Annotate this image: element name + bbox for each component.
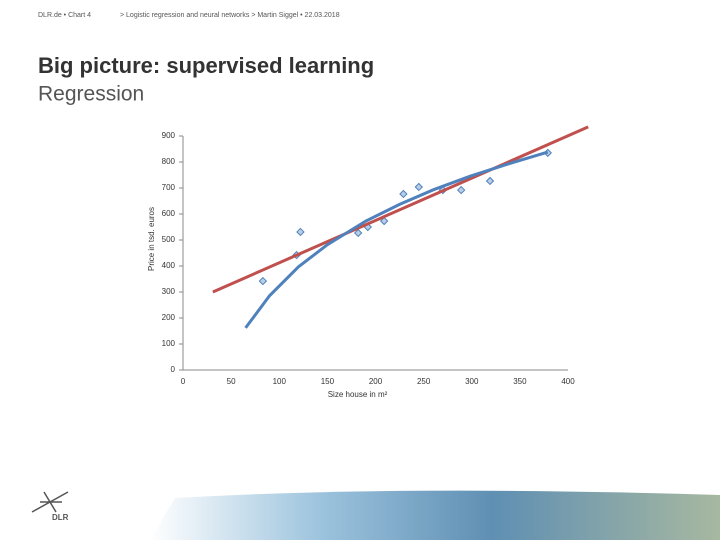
y-tick-label: 800	[162, 157, 176, 166]
x-tick-label: 300	[465, 377, 479, 386]
path: > Logistic regression and neural network…	[120, 12, 340, 19]
data-point	[456, 185, 466, 195]
data-point	[258, 276, 268, 286]
logo-mark	[31, 491, 69, 513]
y-tick-label: 100	[162, 339, 176, 348]
subtitle: Regression	[38, 83, 144, 106]
data-point	[485, 176, 495, 186]
y-tick-label: 900	[162, 131, 176, 140]
title: Big picture: supervised learning	[38, 53, 374, 78]
data-point	[379, 216, 389, 226]
y-tick-label: 400	[162, 261, 176, 270]
x-tick-label: 0	[181, 377, 186, 386]
y-tick-label: 700	[162, 183, 176, 192]
fit-line	[244, 150, 549, 329]
y-tick-label: 300	[162, 287, 176, 296]
data-point	[296, 227, 305, 237]
y-tick-label: 500	[162, 235, 176, 244]
x-tick-label: 200	[369, 377, 383, 386]
data-point	[399, 189, 408, 199]
x-tick-label: 50	[227, 377, 236, 386]
chart: 0 100 200 300 400 500 600 700 800 900 0 50 100 150 200…	[147, 125, 589, 399]
earth-image	[150, 490, 720, 540]
x-tick-label: 150	[321, 377, 335, 386]
x-tick-label: 350	[513, 377, 527, 386]
data-point	[414, 182, 424, 192]
breadcrumb: DLR.de • Chart 4	[38, 12, 91, 19]
data-point	[353, 228, 363, 238]
x-tick-label: 250	[417, 377, 431, 386]
y-tick-label: 0	[171, 365, 176, 374]
fit-line	[212, 125, 589, 294]
x-tick-label: 100	[273, 377, 287, 386]
x-tick-label: 400	[561, 377, 575, 386]
x-axis-label: Size house in m²	[328, 390, 388, 399]
y-tick-label: 200	[162, 313, 176, 322]
y-tick-label: 600	[162, 209, 176, 218]
y-axis-label: Price in tsd. euros	[147, 207, 156, 271]
logo: DLR	[52, 513, 69, 522]
